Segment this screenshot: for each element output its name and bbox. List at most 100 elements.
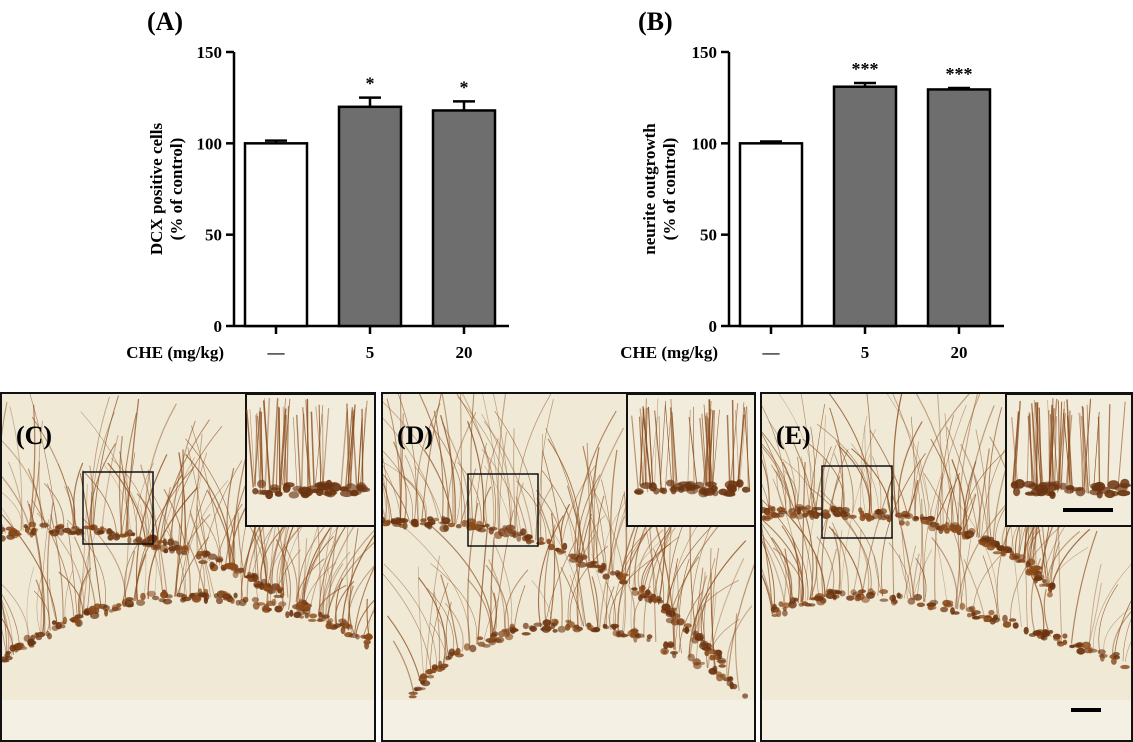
cell-body bbox=[469, 644, 477, 653]
dendrite bbox=[588, 467, 608, 571]
dendrite bbox=[79, 576, 88, 617]
dendrite bbox=[392, 640, 415, 694]
dendrite bbox=[560, 464, 596, 550]
dendrite bbox=[916, 482, 922, 601]
dendrite bbox=[779, 505, 826, 598]
dendrite bbox=[341, 534, 374, 628]
dendrite bbox=[762, 567, 775, 613]
dendrite bbox=[923, 473, 967, 612]
dendrite bbox=[444, 602, 464, 652]
inset-cell-body bbox=[1059, 482, 1067, 490]
cell-body bbox=[493, 638, 502, 643]
y-tick-label: 150 bbox=[197, 43, 223, 62]
dendrite bbox=[36, 512, 85, 616]
dendrite bbox=[828, 526, 864, 596]
cell-body bbox=[278, 601, 287, 607]
cell-body bbox=[233, 570, 243, 574]
dendrite bbox=[49, 578, 59, 627]
cell-body bbox=[983, 619, 988, 623]
dendrite bbox=[493, 509, 514, 638]
dendrite bbox=[383, 464, 402, 523]
cell-body bbox=[639, 585, 646, 591]
dendrite bbox=[956, 504, 1007, 610]
dendrite bbox=[383, 461, 427, 523]
inset-dendrite bbox=[712, 409, 720, 485]
dendrite bbox=[688, 540, 747, 658]
dendrite bbox=[762, 534, 791, 606]
cell-body bbox=[274, 605, 283, 613]
dendrite bbox=[1030, 558, 1042, 632]
cell-body bbox=[1023, 626, 1029, 635]
cell-body bbox=[127, 529, 133, 537]
cell-body bbox=[316, 618, 324, 622]
cell-body bbox=[859, 514, 866, 522]
inset-dendrite bbox=[1066, 399, 1074, 493]
cell-body bbox=[115, 606, 122, 611]
dendrite bbox=[185, 480, 229, 597]
cell-body bbox=[866, 591, 875, 599]
inset-cell-body bbox=[1107, 480, 1120, 490]
dendrite bbox=[327, 518, 339, 620]
cell-body bbox=[858, 589, 866, 594]
dendrite bbox=[831, 528, 841, 596]
inset-cell-body bbox=[256, 489, 266, 495]
dendrite bbox=[169, 426, 223, 547]
panel-label: (D) bbox=[397, 421, 433, 450]
inset-dendrite bbox=[278, 398, 286, 493]
inset-dendrite bbox=[339, 411, 348, 492]
micrograph-image: (C) bbox=[2, 394, 374, 740]
dendrite bbox=[852, 529, 862, 596]
cell-body bbox=[107, 534, 114, 541]
dendrite bbox=[601, 479, 612, 573]
dendrite bbox=[653, 548, 665, 608]
scale-bar bbox=[1071, 708, 1101, 712]
cell-body bbox=[593, 564, 602, 569]
cell-body bbox=[1111, 657, 1117, 665]
chart-panel-b: (B) 0 50 100 150 neurite outgrowth (% of contr… bbox=[620, 7, 1004, 362]
inset-dendrite bbox=[259, 412, 263, 487]
dendrite bbox=[50, 514, 64, 624]
dendrite bbox=[430, 563, 478, 645]
panel-label: (A) bbox=[147, 7, 183, 36]
cell-body bbox=[364, 633, 373, 641]
inset-cell-body bbox=[324, 487, 337, 498]
dendrite bbox=[163, 488, 191, 597]
dendrite bbox=[1025, 516, 1028, 629]
cell-body bbox=[839, 590, 846, 597]
dendrite bbox=[457, 396, 511, 534]
dendrite bbox=[771, 464, 814, 600]
cell-body bbox=[943, 603, 954, 608]
category-label: — bbox=[762, 343, 781, 362]
cell-body bbox=[798, 602, 804, 607]
dendrite bbox=[707, 558, 745, 669]
dendrite bbox=[963, 447, 1010, 533]
dendrite bbox=[957, 502, 998, 620]
dendrite bbox=[404, 526, 471, 648]
cell-body bbox=[327, 618, 334, 624]
cell-body bbox=[902, 514, 911, 518]
dendrite bbox=[617, 531, 648, 632]
cell-body bbox=[646, 634, 653, 639]
cell-body bbox=[644, 595, 654, 603]
cell-body bbox=[477, 641, 486, 647]
dendrite bbox=[9, 406, 23, 531]
cell-body bbox=[971, 616, 981, 620]
dendrite bbox=[982, 555, 999, 621]
cell-body bbox=[214, 593, 219, 599]
inset-dendrite bbox=[693, 406, 695, 494]
dendrite bbox=[973, 474, 981, 539]
dendrite bbox=[140, 464, 168, 598]
category-label: 20 bbox=[951, 343, 968, 362]
dendrite bbox=[67, 522, 78, 618]
panel-label: (B) bbox=[638, 7, 673, 36]
dendrite bbox=[498, 431, 507, 531]
dendrite bbox=[996, 536, 1007, 621]
cell-body bbox=[809, 512, 815, 520]
dendrite bbox=[124, 541, 140, 603]
cell-body bbox=[355, 634, 360, 640]
inset-cell-body bbox=[288, 491, 300, 499]
cell-body bbox=[74, 614, 84, 619]
cell-body bbox=[222, 593, 232, 600]
dendrite bbox=[424, 555, 440, 680]
dendrite bbox=[574, 554, 587, 627]
